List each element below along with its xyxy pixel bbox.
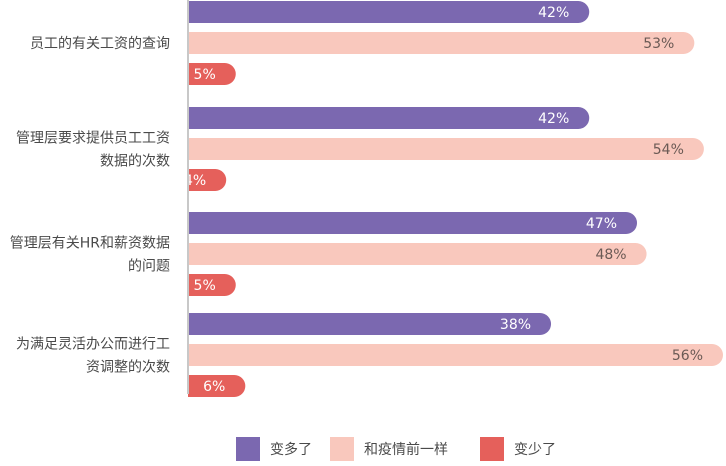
category-label: 管理层要求提供员工工资	[16, 131, 170, 147]
data-label-same: 53%	[643, 36, 674, 52]
data-label-same: 56%	[672, 348, 703, 364]
bar-same	[188, 344, 723, 366]
bar-more	[188, 212, 638, 234]
data-label-same: 54%	[653, 142, 684, 158]
bar-same	[188, 243, 647, 265]
legend-label-same: 和疫情前一样	[364, 442, 448, 458]
category-label: 的问题	[128, 259, 170, 275]
category-label: 管理层有关HR和薪资数据	[10, 236, 170, 252]
legend-swatch-less	[480, 437, 504, 461]
legend-label-more: 变多了	[270, 442, 312, 458]
bar-same	[188, 32, 695, 54]
bar-less	[188, 375, 246, 397]
legend-swatch-same	[330, 437, 354, 461]
bar-less	[188, 274, 236, 296]
data-label-more: 42%	[538, 5, 569, 21]
bar-more	[188, 1, 590, 23]
legend: 变多了 和疫情前一样 变少了	[0, 436, 726, 466]
category-label: 为满足灵活办公而进行工	[16, 337, 170, 353]
data-label-less: 6%	[203, 379, 225, 395]
category-label: 数据的次数	[100, 154, 170, 170]
bar-more	[188, 313, 552, 335]
data-label-less: 5%	[194, 67, 216, 83]
data-label-more: 42%	[538, 111, 569, 127]
legend-item-same: 和疫情前一样	[330, 436, 448, 462]
data-label-more: 38%	[500, 317, 531, 333]
bar-same	[188, 138, 704, 160]
category-label: 资调整的次数	[86, 360, 170, 376]
data-label-same: 48%	[595, 247, 626, 263]
category-label: 员工的有关工资的查询	[30, 36, 170, 52]
bar-less	[188, 63, 236, 85]
data-label-more: 47%	[586, 216, 617, 232]
bar-less	[188, 169, 227, 191]
legend-swatch-more	[236, 437, 260, 461]
legend-label-less: 变少了	[514, 442, 556, 458]
bar-more	[188, 107, 590, 129]
legend-item-less: 变少了	[480, 436, 556, 462]
legend-item-more: 变多了	[236, 436, 312, 462]
data-label-less: 4%	[184, 173, 206, 189]
data-label-less: 5%	[194, 278, 216, 294]
